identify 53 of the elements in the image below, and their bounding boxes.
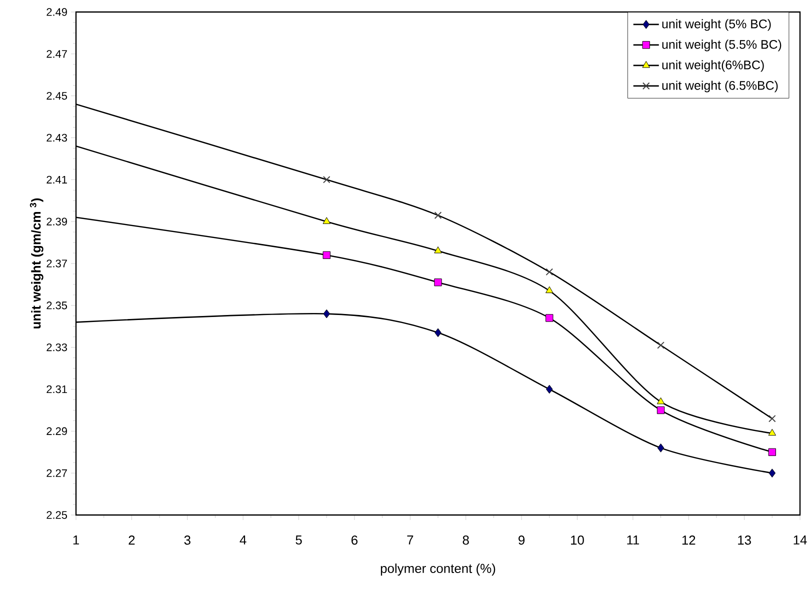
x-tick-label: 12 [682,536,696,545]
x-tick-label: 14 [794,536,807,544]
point [657,342,664,349]
y-tick-label: 2.43 [46,134,67,142]
point [434,278,442,286]
y-tick-label: 2.29 [46,427,67,436]
point [434,212,442,219]
legend-label: unit weight (5.5% BC) [662,40,782,52]
legend-label: unit weight (6.5%BC) [662,80,778,92]
x-tick-label: 3 [184,536,190,545]
x-tick-label: 6 [352,536,358,545]
y-tick-label: 2.41 [46,176,67,184]
point [322,217,330,224]
point [656,397,665,404]
point [768,428,776,436]
y-tick-label: 2.35 [46,302,68,310]
point [434,246,442,254]
point [546,314,554,322]
x-tick-label: 7 [407,536,414,544]
point [434,328,442,338]
legend-label: unit weight(6%BC) [662,60,764,72]
y-tick-label: 2.25 [46,511,68,519]
x-tick-label: 13 [738,536,751,545]
point [768,448,776,456]
x-tick-label: 4 [240,536,246,544]
x-tick-label: 1 [73,536,79,544]
point [768,468,776,478]
y-tick-label: 2.39 [46,218,67,226]
point [656,406,665,414]
legend-label: unit weight (5% BC) [662,19,771,31]
x-axis-title: polymer content (%) [380,564,496,576]
point [323,309,330,318]
x-tick-label: 2 [128,536,135,545]
x-tick-label: 5 [296,536,302,545]
y-tick-label: 2.47 [46,50,67,58]
y-tick-label: 2.49 [46,8,67,16]
point [322,251,330,259]
point [768,414,776,422]
x-tick-label: 10 [571,536,584,545]
x-tick-label: 9 [518,536,525,545]
point [546,286,554,294]
point [546,384,553,394]
y-tick-label: 2.45 [46,92,68,100]
y-tick-label: 2.27 [46,469,67,477]
y-tick-label: 2.33 [46,343,67,352]
point [322,176,330,184]
y-tick-label: 2.37 [46,260,67,268]
point [657,443,664,452]
y-tick-label: 2.31 [46,385,67,394]
y-axis-title: unit weight (gm/cm $^{3}$) [30,198,44,328]
point [546,268,554,276]
x-tick-label: 8 [462,536,469,545]
x-tick-label: 11 [627,536,640,544]
